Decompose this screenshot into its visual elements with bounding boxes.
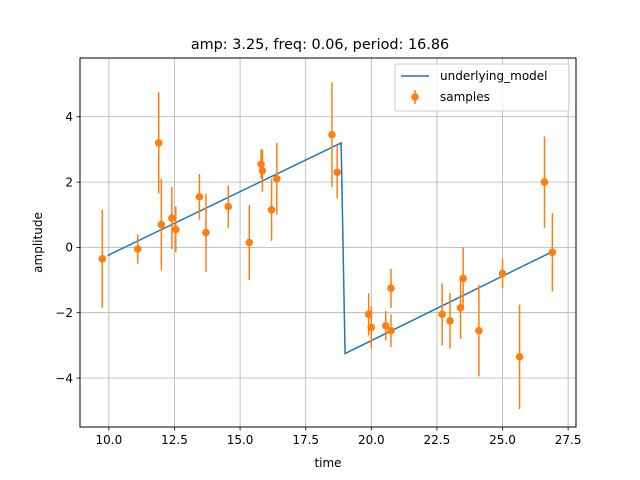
x-tick-label: 25.0 xyxy=(489,433,516,447)
x-tick-label: 10.0 xyxy=(96,433,123,447)
sample-point xyxy=(98,255,107,263)
sample-point xyxy=(333,168,341,177)
sample-point xyxy=(267,206,276,214)
sample-point xyxy=(548,248,557,257)
sample-point xyxy=(258,166,267,175)
x-axis-ticks: 10.0 12.5 15.0 17.5 20.0 22.5 25.0 27.5 xyxy=(96,427,582,447)
y-axis-label: amplitude xyxy=(31,212,45,273)
sample-point xyxy=(171,225,180,234)
sample-point xyxy=(154,139,163,147)
sample-point xyxy=(540,178,549,186)
sample-point xyxy=(168,214,176,222)
sample-point xyxy=(133,245,142,253)
sample-point xyxy=(515,352,524,361)
y-tick-label: 2 xyxy=(65,175,73,189)
y-axis-ticks: −4 −2 0 2 4 xyxy=(55,110,80,385)
sample-point xyxy=(195,192,204,201)
sample-point xyxy=(438,310,446,319)
x-tick-label: 22.5 xyxy=(424,433,451,447)
sample-point xyxy=(328,130,336,139)
sample-point xyxy=(498,269,507,278)
y-tick-label: −4 xyxy=(55,371,73,385)
y-tick-label: −2 xyxy=(55,306,73,320)
sample-point xyxy=(273,175,281,183)
y-tick-label: 0 xyxy=(65,241,73,255)
x-tick-label: 20.0 xyxy=(358,433,385,447)
sample-point xyxy=(367,323,376,332)
sample-point xyxy=(459,274,467,283)
sample-point xyxy=(157,220,166,229)
sample-point xyxy=(202,228,210,237)
x-tick-label: 27.5 xyxy=(555,433,582,447)
sample-point xyxy=(257,160,265,168)
grid-lines xyxy=(80,58,576,427)
x-tick-label: 12.5 xyxy=(161,433,188,447)
legend-sample-marker xyxy=(411,93,419,101)
legend-label-samples: samples xyxy=(440,90,490,104)
chart-title: amp: 3.25, freq: 0.06, period: 16.86 xyxy=(191,37,449,53)
sample-point xyxy=(224,202,233,211)
x-axis-label: time xyxy=(314,456,341,470)
sample-point xyxy=(245,238,254,247)
sample-point xyxy=(381,321,390,330)
x-tick-label: 15.0 xyxy=(227,433,254,447)
x-tick-label: 17.5 xyxy=(292,433,319,447)
plot-series xyxy=(98,82,557,410)
sample-point xyxy=(387,284,395,293)
legend: underlying_model samples xyxy=(394,63,570,112)
sample-point xyxy=(446,317,454,325)
y-tick-label: 4 xyxy=(65,110,73,124)
legend-label-underlying-model: underlying_model xyxy=(440,69,548,83)
underlying-model-line xyxy=(107,141,552,355)
sample-point xyxy=(475,326,483,335)
plot-frame xyxy=(79,57,577,428)
sample-point xyxy=(387,326,395,335)
legend-box xyxy=(394,63,570,112)
